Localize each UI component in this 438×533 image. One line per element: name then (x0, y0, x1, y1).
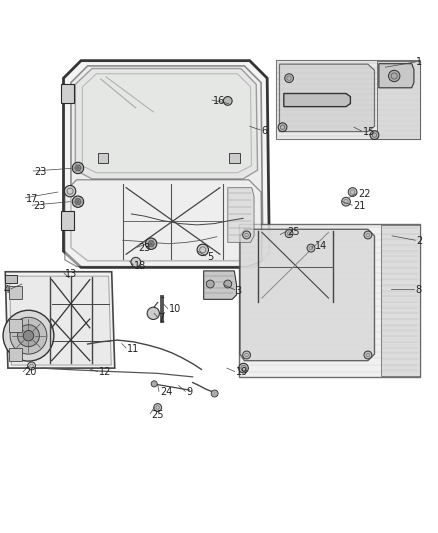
Polygon shape (61, 84, 74, 103)
Polygon shape (9, 348, 22, 361)
Polygon shape (65, 180, 262, 266)
Circle shape (131, 257, 141, 267)
Circle shape (364, 231, 372, 239)
Circle shape (364, 351, 372, 359)
Circle shape (243, 231, 251, 239)
Text: 23: 23 (34, 167, 46, 177)
Polygon shape (377, 61, 420, 139)
Polygon shape (71, 66, 263, 261)
Polygon shape (5, 272, 115, 368)
Text: 3: 3 (236, 286, 242, 296)
Polygon shape (75, 69, 258, 179)
Polygon shape (204, 271, 237, 300)
Circle shape (75, 199, 81, 205)
Text: 25: 25 (287, 228, 300, 237)
Text: 20: 20 (24, 367, 36, 377)
Text: 21: 21 (353, 201, 365, 211)
Text: 17: 17 (26, 193, 39, 204)
Text: 12: 12 (99, 367, 111, 377)
Text: 13: 13 (65, 269, 77, 279)
Circle shape (285, 74, 293, 83)
Text: 16: 16 (213, 96, 225, 106)
Text: 18: 18 (134, 261, 146, 271)
Circle shape (239, 364, 248, 373)
Circle shape (224, 280, 232, 288)
Polygon shape (228, 188, 254, 243)
Text: 24: 24 (160, 387, 172, 397)
Circle shape (389, 70, 400, 82)
Circle shape (285, 230, 293, 238)
Text: 22: 22 (358, 189, 371, 199)
Polygon shape (9, 319, 22, 332)
Circle shape (10, 317, 47, 354)
Text: 14: 14 (314, 241, 327, 251)
Text: 23: 23 (138, 243, 151, 253)
Text: 11: 11 (127, 344, 139, 354)
Text: 4: 4 (4, 285, 10, 295)
Text: 25: 25 (151, 409, 164, 419)
Polygon shape (279, 64, 374, 132)
Polygon shape (381, 225, 420, 376)
Polygon shape (9, 286, 22, 300)
Circle shape (75, 165, 81, 171)
Polygon shape (284, 93, 350, 107)
Circle shape (3, 310, 54, 361)
Text: 8: 8 (415, 285, 421, 295)
Polygon shape (98, 152, 108, 163)
Polygon shape (379, 64, 414, 88)
Text: 1: 1 (416, 57, 422, 67)
Circle shape (278, 123, 287, 132)
Circle shape (72, 196, 84, 207)
Polygon shape (239, 223, 420, 377)
Circle shape (64, 185, 76, 197)
Circle shape (206, 280, 214, 288)
Text: 10: 10 (169, 304, 181, 314)
Circle shape (147, 307, 159, 319)
Text: 6: 6 (261, 126, 267, 136)
Text: 5: 5 (207, 252, 213, 262)
Circle shape (72, 162, 84, 174)
Polygon shape (82, 74, 251, 173)
Circle shape (348, 188, 357, 197)
Circle shape (211, 390, 218, 397)
Text: 9: 9 (186, 387, 192, 397)
Circle shape (28, 362, 35, 370)
Polygon shape (5, 275, 17, 283)
Text: 23: 23 (33, 201, 46, 211)
Text: 15: 15 (363, 127, 375, 137)
Polygon shape (276, 60, 420, 140)
Circle shape (243, 351, 251, 359)
Circle shape (148, 241, 154, 247)
Polygon shape (61, 211, 74, 230)
Circle shape (370, 131, 379, 140)
Circle shape (145, 238, 157, 249)
Polygon shape (64, 61, 269, 268)
Circle shape (223, 96, 232, 106)
Circle shape (342, 197, 350, 206)
Text: 7: 7 (159, 313, 165, 323)
Text: 19: 19 (236, 367, 248, 377)
Circle shape (154, 403, 162, 411)
Text: 2: 2 (416, 236, 422, 246)
Circle shape (23, 330, 34, 341)
Circle shape (197, 244, 208, 255)
Circle shape (151, 381, 157, 387)
Circle shape (18, 325, 39, 346)
Polygon shape (240, 229, 374, 361)
Circle shape (307, 244, 315, 252)
Polygon shape (10, 276, 111, 365)
Polygon shape (229, 152, 240, 163)
